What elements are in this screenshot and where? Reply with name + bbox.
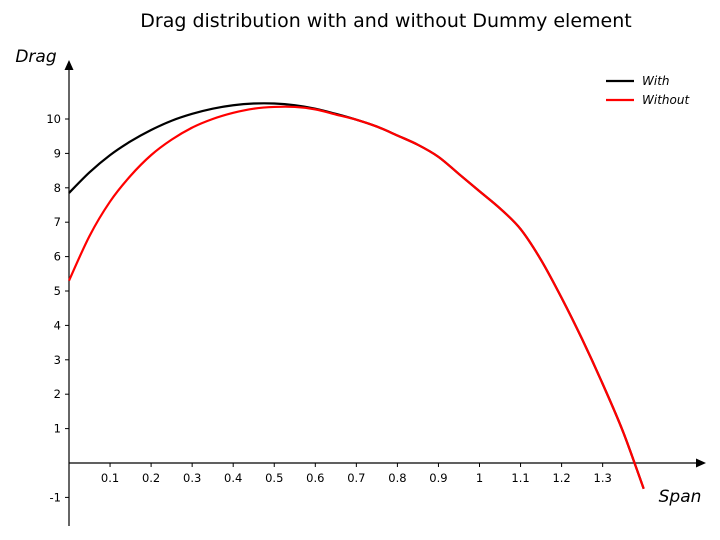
series-line-without	[68, 105, 645, 490]
x-tick-label: 0.8	[388, 471, 406, 485]
axes: Span Drag 0.1 0.2 0.3 0.4 0.5 0.6 0.7 0.8 0.9 1 1.1 1…	[15, 47, 706, 526]
x-tick-label: 1.2	[552, 471, 570, 485]
y-tick-label: -1	[50, 490, 61, 504]
legend: With Without	[606, 74, 690, 107]
x-axis-arrow	[696, 458, 706, 468]
x-tick-label: 1.1	[511, 471, 529, 485]
y-tick-label: 8	[54, 181, 61, 195]
x-tick-label: 0.2	[142, 471, 160, 485]
x-tick-label: 0.5	[265, 471, 283, 485]
y-tick-label: 1	[54, 422, 61, 436]
x-tick-label: 0.9	[429, 471, 447, 485]
x-tick-label: 1.3	[594, 471, 612, 485]
x-tick-label: 0.1	[101, 471, 119, 485]
y-tick-label: 6	[54, 250, 61, 264]
x-tick-label: 0.7	[347, 471, 365, 485]
y-tick-label: 10	[46, 112, 61, 126]
chart-title: Drag distribution with and without Dummy…	[140, 10, 631, 32]
y-tick-label: 4	[54, 318, 61, 332]
y-axis-arrow	[64, 60, 74, 70]
x-tick-label: 0.4	[224, 471, 242, 485]
y-tick-label: 7	[54, 215, 61, 229]
series-layer	[68, 102, 645, 490]
y-tick-label: 9	[54, 146, 61, 160]
y-axis-label: Drag	[15, 47, 56, 67]
x-tick-label: 1	[476, 471, 483, 485]
legend-label-without: Without	[642, 93, 690, 107]
x-axis-label: Span	[659, 487, 702, 507]
legend-label-with: With	[642, 74, 670, 88]
y-tick-label: 5	[54, 284, 61, 298]
x-tick-label: 0.6	[306, 471, 324, 485]
y-tick-label: 2	[54, 387, 61, 401]
y-tick-label: 3	[54, 353, 61, 367]
x-tick-label: 0.3	[183, 471, 201, 485]
series-line-with	[68, 102, 645, 490]
